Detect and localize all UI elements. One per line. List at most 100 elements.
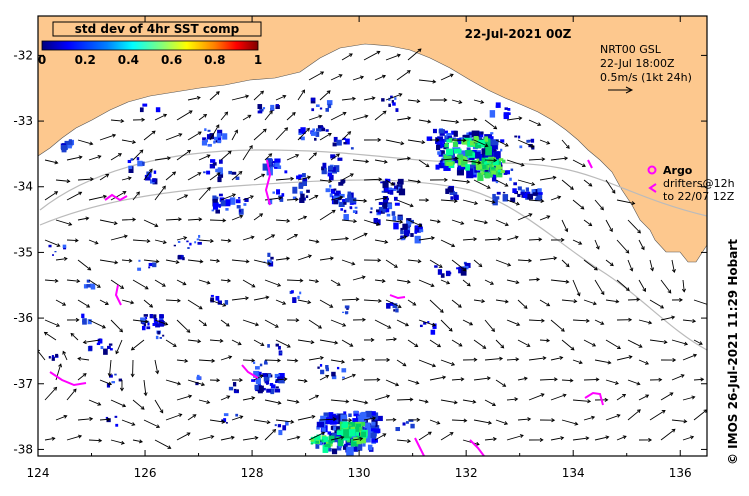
current-vector — [121, 299, 134, 304]
current-vector — [66, 156, 82, 161]
current-vector — [649, 299, 664, 309]
current-vector — [693, 378, 704, 381]
current-vector — [220, 239, 231, 242]
current-vector — [517, 139, 535, 148]
current-vector — [352, 233, 368, 241]
current-vector — [418, 79, 436, 83]
current-vector — [385, 93, 402, 101]
current-vector — [671, 259, 675, 273]
current-vector — [297, 255, 312, 261]
current-vector — [109, 359, 112, 377]
current-vector — [66, 239, 78, 242]
colorbar-tick-label: 0.8 — [204, 53, 225, 67]
current-vector — [627, 299, 640, 301]
current-vector — [308, 279, 319, 283]
current-vector — [539, 139, 550, 145]
current-vector — [396, 439, 411, 442]
current-vector — [242, 236, 254, 241]
current-vector — [154, 319, 168, 325]
current-vector — [473, 377, 491, 381]
current-vector — [286, 112, 296, 121]
current-vector — [572, 319, 590, 322]
current-vector — [220, 319, 230, 327]
current-vector — [275, 299, 286, 305]
map-title: 22-Jul-2021 00Z — [465, 27, 572, 41]
current-vector — [198, 154, 211, 161]
x-axis: 124 126 128 130 132 134 136 — [27, 16, 692, 480]
valid-time: 22-Jul 18:00Z — [600, 57, 675, 70]
current-vector — [462, 238, 477, 241]
current-vector — [176, 432, 191, 441]
current-vector — [550, 319, 565, 332]
current-vector — [286, 154, 299, 161]
current-vector — [473, 99, 484, 104]
current-vector — [143, 419, 160, 428]
current-vector — [396, 117, 411, 121]
current-vector — [44, 239, 60, 247]
current-vector — [484, 119, 497, 130]
current-vector — [605, 259, 614, 266]
current-vector — [99, 259, 118, 264]
current-vector — [66, 279, 80, 282]
current-vector — [308, 431, 325, 441]
current-vector — [572, 239, 582, 245]
current-vector — [594, 279, 605, 295]
current-vector — [209, 419, 225, 423]
current-vector — [154, 114, 167, 121]
current-vector — [176, 150, 191, 161]
current-vector — [374, 433, 386, 441]
current-vector — [132, 239, 150, 242]
current-vector — [451, 299, 462, 308]
current-vector — [440, 119, 459, 123]
current-vector — [154, 439, 171, 449]
current-vector — [451, 179, 470, 183]
current-vector — [286, 436, 300, 441]
y-tick-label: -35 — [13, 245, 33, 259]
current-vector — [418, 279, 435, 287]
current-vector — [220, 150, 232, 161]
current-vector — [308, 319, 322, 329]
x-tick-label: 124 — [27, 466, 50, 480]
current-vector — [660, 392, 674, 401]
current-vector — [583, 378, 599, 381]
current-vector — [528, 278, 540, 281]
current-vector — [341, 97, 356, 101]
land — [38, 16, 707, 263]
current-vector — [110, 399, 126, 407]
current-vector — [638, 239, 645, 250]
current-vector — [594, 359, 611, 364]
current-vector — [561, 339, 575, 351]
current-vector — [506, 199, 520, 205]
current-vector — [55, 258, 67, 261]
current-vector — [121, 419, 135, 426]
current-vector — [132, 191, 140, 201]
current-vector — [143, 130, 156, 141]
scale-arrow-icon — [608, 86, 634, 94]
y-tick-label: -38 — [13, 442, 33, 456]
colorbar-tick-label: 0.6 — [161, 53, 182, 67]
current-vector — [286, 198, 299, 201]
current-vector — [605, 414, 621, 421]
current-vector — [583, 179, 592, 187]
current-vector — [572, 437, 589, 441]
current-vector — [154, 239, 167, 244]
colorbar-title-box — [52, 21, 262, 37]
current-vector — [209, 172, 221, 181]
current-vector — [187, 172, 201, 181]
current-vector — [297, 299, 311, 304]
current-vector — [594, 239, 600, 250]
current-vector — [374, 110, 387, 121]
current-vector — [594, 199, 604, 211]
drifters-label: drifters@12h — [663, 177, 735, 190]
current-vector — [231, 215, 243, 221]
current-vector — [275, 339, 291, 348]
credit-text: © IMOS 26-Jul-2021 11:29 Hobart — [726, 239, 740, 465]
current-vector — [385, 139, 404, 145]
current-vector — [330, 153, 340, 161]
current-vector — [330, 237, 349, 241]
current-vector — [198, 239, 214, 242]
x-tick-label: 132 — [455, 466, 478, 480]
current-vector — [198, 399, 210, 404]
current-vector — [660, 316, 675, 321]
current-vector — [77, 357, 90, 361]
